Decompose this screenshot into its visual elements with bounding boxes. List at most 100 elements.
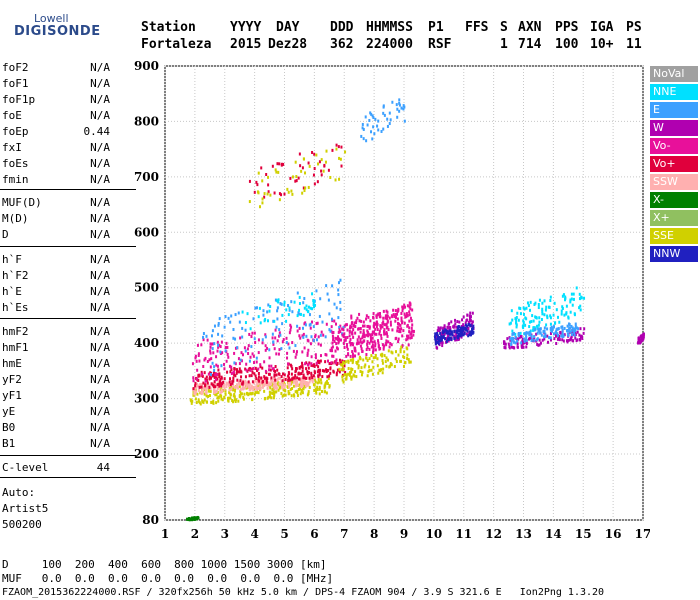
data-point — [337, 339, 340, 343]
data-point — [260, 376, 263, 380]
data-point — [235, 371, 238, 375]
data-point — [217, 381, 220, 385]
data-point — [372, 349, 375, 353]
data-point — [259, 205, 262, 209]
data-point — [409, 316, 412, 320]
data-point — [278, 162, 281, 166]
data-point — [383, 344, 386, 348]
data-point — [305, 308, 308, 312]
data-point — [263, 319, 266, 323]
data-point — [218, 317, 221, 321]
data-point — [366, 342, 369, 346]
param-value: N/A — [90, 421, 110, 434]
data-point — [578, 297, 581, 301]
data-point — [331, 334, 334, 338]
data-point — [387, 349, 390, 353]
data-point — [269, 193, 272, 197]
data-point — [351, 342, 354, 346]
data-point — [549, 316, 552, 320]
data-point — [254, 306, 257, 310]
data-point — [290, 394, 293, 398]
data-point — [200, 370, 203, 374]
data-point — [291, 192, 294, 196]
data-point — [256, 390, 259, 394]
data-point — [349, 337, 352, 341]
data-point — [320, 389, 323, 393]
data-point — [205, 334, 208, 338]
data-point — [281, 383, 284, 387]
data-point — [377, 371, 380, 375]
data-point — [349, 354, 352, 358]
param-value: N/A — [90, 173, 110, 186]
data-point — [370, 345, 373, 349]
data-point — [292, 349, 295, 353]
data-point — [524, 323, 527, 327]
data-point — [346, 328, 349, 332]
data-point — [543, 313, 546, 317]
data-point — [570, 324, 573, 328]
data-point — [306, 353, 309, 357]
data-point — [255, 360, 258, 364]
data-point — [198, 359, 201, 363]
data-point — [289, 380, 292, 384]
data-point — [538, 316, 541, 320]
data-point — [341, 333, 344, 337]
data-point — [459, 327, 462, 331]
data-point — [253, 361, 256, 365]
data-point — [517, 332, 520, 336]
data-point — [368, 325, 371, 329]
data-point — [401, 305, 404, 309]
data-point — [308, 323, 311, 327]
data-point — [202, 386, 205, 390]
data-point — [285, 336, 288, 340]
data-point — [543, 326, 546, 330]
data-point — [444, 331, 447, 335]
data-point — [375, 314, 378, 318]
data-point — [213, 368, 216, 372]
data-point — [257, 375, 260, 379]
data-point — [338, 325, 341, 329]
data-point — [574, 324, 577, 328]
data-point — [291, 377, 294, 381]
data-point — [261, 385, 264, 389]
data-point — [538, 343, 541, 347]
data-point — [576, 330, 579, 334]
data-point — [509, 321, 512, 325]
data-point — [377, 339, 380, 343]
header-value: Fortaleza — [141, 37, 212, 52]
data-point — [265, 376, 268, 380]
header-label: S — [500, 20, 508, 35]
data-point — [345, 354, 348, 358]
data-point — [208, 375, 211, 379]
data-point — [394, 313, 397, 317]
data-point — [241, 310, 244, 314]
data-point — [361, 126, 364, 130]
data-point — [193, 389, 196, 393]
data-point — [400, 316, 403, 320]
data-point — [522, 321, 525, 325]
logo-digisonde: DIGISONDE — [14, 24, 101, 39]
data-point — [461, 332, 464, 336]
data-point — [282, 162, 285, 166]
data-point — [241, 353, 244, 357]
data-point — [309, 378, 312, 382]
param-name: B0 — [2, 421, 16, 434]
data-point — [253, 381, 256, 385]
data-point — [329, 329, 332, 333]
data-point — [394, 350, 397, 354]
data-point — [288, 308, 291, 312]
data-point — [354, 354, 357, 358]
data-point — [299, 384, 302, 388]
data-point — [272, 342, 275, 346]
data-point — [554, 321, 557, 325]
data-point — [294, 370, 297, 374]
data-point — [346, 345, 349, 349]
data-point — [320, 169, 323, 173]
data-point — [320, 173, 323, 177]
param-value: N/A — [90, 212, 110, 225]
data-point — [395, 360, 398, 364]
data-point — [374, 355, 377, 359]
data-point — [404, 305, 407, 309]
data-point — [236, 346, 239, 350]
data-point — [409, 332, 412, 336]
